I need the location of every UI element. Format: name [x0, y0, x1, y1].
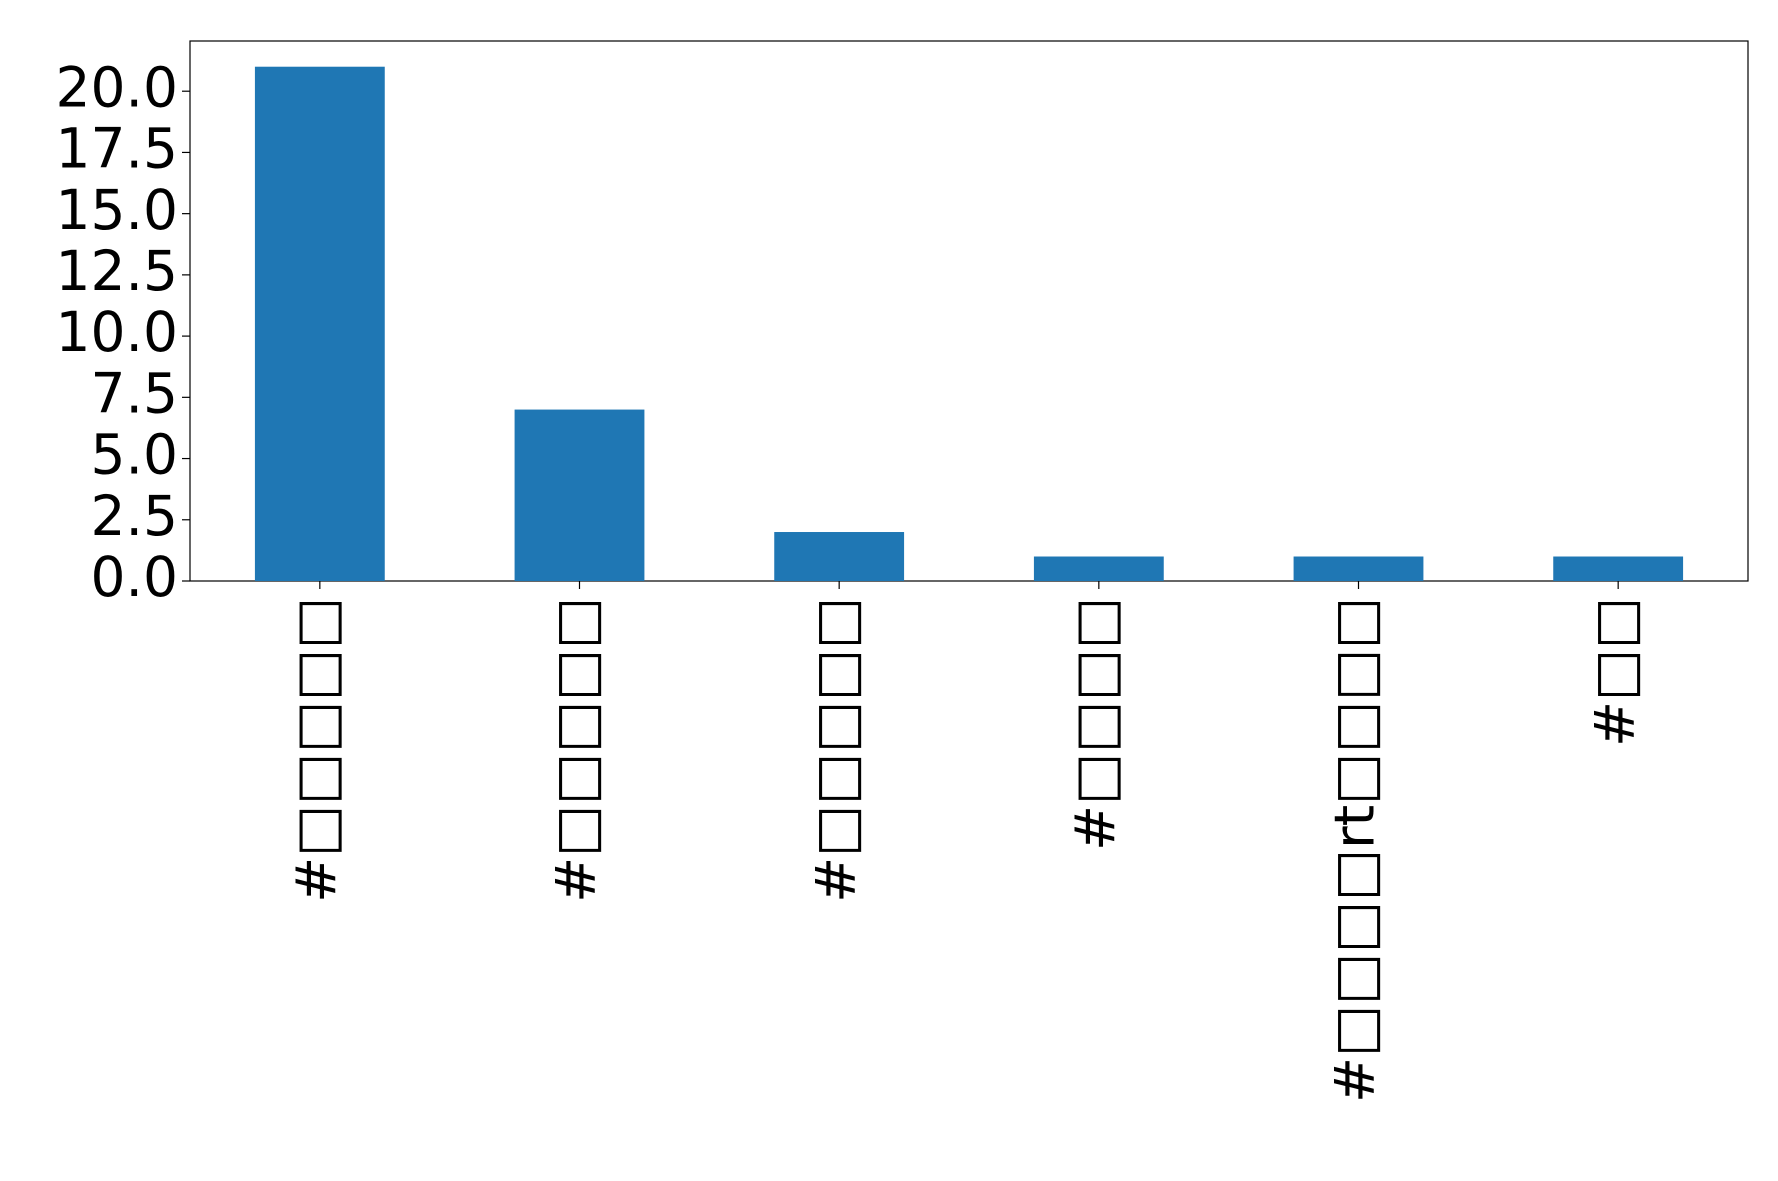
- x-tick-label: #□□: [1582, 597, 1646, 747]
- bar: [254, 66, 385, 581]
- bar: [1553, 556, 1684, 581]
- x-tick-label: #□□□□□: [284, 597, 348, 903]
- y-tick-label: 15.0: [56, 178, 178, 242]
- y-tick-label: 17.5: [56, 117, 178, 181]
- bar: [774, 532, 905, 581]
- x-tick-label: #□□□□: [1063, 597, 1127, 851]
- x-tick-label: #□□□□□: [544, 597, 608, 903]
- bar: [1293, 556, 1424, 581]
- bar: [514, 409, 645, 581]
- x-tick-label: #□□□□rt□□□□: [1323, 597, 1387, 1103]
- y-tick-label: 12.5: [56, 239, 178, 303]
- y-tick-label: 7.5: [91, 361, 178, 425]
- y-tick-label: 20.0: [56, 55, 178, 119]
- y-tick-label: 2.5: [91, 484, 178, 548]
- y-tick-label: 0.0: [91, 545, 178, 609]
- bar: [1033, 556, 1164, 581]
- y-tick-label: 5.0: [91, 423, 178, 487]
- plot-frame: [189, 40, 1749, 582]
- x-tick-label: #□□□□□: [803, 597, 867, 903]
- y-tick-label: 10.0: [56, 300, 178, 364]
